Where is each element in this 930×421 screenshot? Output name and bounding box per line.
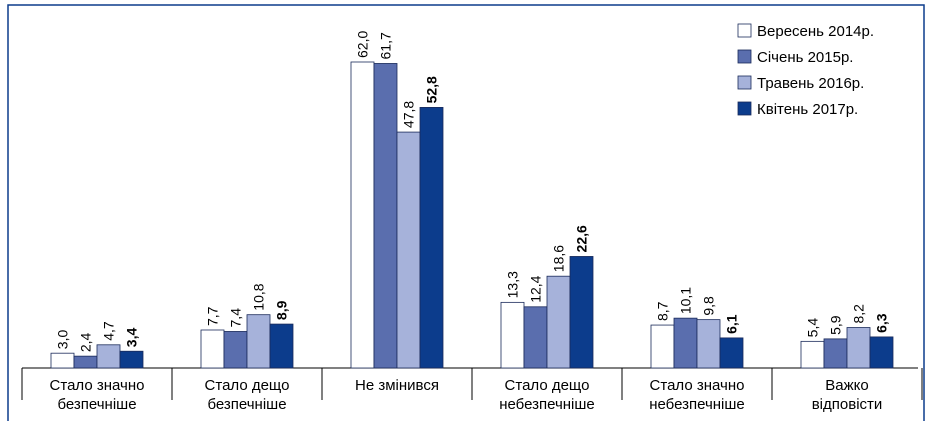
- legend-swatch: [737, 101, 752, 116]
- x-tick-label: відповісти: [812, 396, 883, 413]
- data-label: 5,9: [828, 315, 844, 335]
- bar: [96, 344, 121, 369]
- bar: [419, 107, 444, 369]
- bar: [200, 329, 225, 369]
- bar: [246, 314, 271, 369]
- x-tick-label: Стало дещо: [205, 377, 290, 394]
- bar: [119, 350, 144, 369]
- bar: [569, 256, 594, 369]
- bar: [719, 337, 744, 369]
- bar: [350, 61, 375, 369]
- bar: [846, 327, 871, 369]
- data-label: 2,4: [78, 332, 94, 352]
- x-tick-label: Не змінився: [355, 377, 439, 394]
- data-label: 7,7: [205, 306, 221, 326]
- data-label: 62,0: [355, 31, 371, 58]
- data-label: 3,4: [124, 328, 140, 348]
- x-tick-label: Стало значно: [650, 377, 745, 394]
- data-label: 8,2: [851, 304, 867, 324]
- data-label: 10,1: [678, 287, 694, 314]
- legend-label: Січень 2015р.: [757, 49, 853, 66]
- bar: [650, 324, 675, 369]
- data-label: 9,8: [701, 296, 717, 316]
- data-label: 6,1: [724, 314, 740, 334]
- x-tick-label: безпечніше: [57, 396, 136, 413]
- data-label: 13,3: [505, 271, 521, 298]
- x-tick-label: Важко: [825, 377, 868, 394]
- legend-label: Вересень 2014р.: [757, 23, 874, 40]
- data-label: 7,4: [228, 308, 244, 328]
- data-label: 8,7: [655, 301, 671, 321]
- data-label: 8,9: [274, 300, 290, 320]
- data-label: 5,4: [805, 318, 821, 338]
- data-label: 6,3: [874, 313, 890, 333]
- bar: [269, 323, 294, 369]
- legend-swatch: [737, 49, 752, 64]
- bar: [500, 301, 525, 369]
- bar: [800, 340, 825, 369]
- bar: [396, 131, 421, 369]
- data-label: 61,7: [378, 32, 394, 59]
- data-label: 52,8: [424, 76, 440, 103]
- data-label: 47,8: [401, 101, 417, 128]
- bar: [73, 355, 98, 369]
- data-label: 12,4: [528, 275, 544, 302]
- bar: [50, 352, 75, 369]
- bar: [223, 331, 248, 369]
- bar: [673, 317, 698, 369]
- x-tick-label: безпечніше: [207, 396, 286, 413]
- bar: [823, 338, 848, 369]
- frame: [7, 4, 925, 421]
- bar: [546, 275, 571, 369]
- bar: [373, 63, 398, 369]
- legend-swatch: [737, 23, 752, 38]
- bar: [869, 336, 894, 369]
- bar: [523, 306, 548, 369]
- data-label: 3,0: [55, 330, 71, 350]
- data-label: 22,6: [574, 225, 590, 252]
- x-tick-label: небезпечніше: [499, 396, 595, 413]
- x-tick-label: Стало дещо: [505, 377, 590, 394]
- data-label: 10,8: [251, 283, 267, 310]
- legend-label: Квітень 2017р.: [757, 101, 858, 118]
- legend-swatch: [737, 75, 752, 90]
- x-tick-label: Стало значно: [50, 377, 145, 394]
- x-tick-label: небезпечніше: [649, 396, 745, 413]
- data-label: 4,7: [101, 321, 117, 341]
- bar: [696, 319, 721, 369]
- legend-label: Травень 2016р.: [757, 75, 864, 92]
- data-label: 18,6: [551, 245, 567, 272]
